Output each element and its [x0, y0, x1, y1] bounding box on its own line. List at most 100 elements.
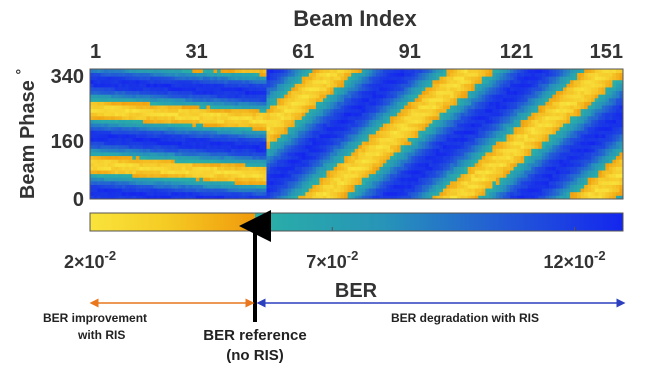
heatmap-cell: [160, 188, 165, 193]
heatmap-cell: [520, 144, 525, 149]
heatmap-cell: [100, 144, 105, 149]
heatmap-cell: [259, 76, 264, 81]
heatmap-cell: [432, 177, 437, 182]
heatmap-cell: [435, 119, 440, 124]
heatmap-cell: [457, 191, 462, 196]
heatmap-cell: [315, 159, 320, 164]
heatmap-cell: [570, 119, 574, 124]
heatmap-cell: [125, 101, 130, 106]
heatmap-cell: [545, 123, 550, 128]
heatmap-cell: [118, 79, 123, 84]
heatmap-cell: [382, 123, 387, 128]
heatmap-cell: [157, 94, 161, 99]
heatmap-cell: [435, 112, 440, 117]
heatmap-cell: [277, 152, 282, 157]
heatmap-cell: [400, 112, 405, 117]
heatmap-cell: [248, 94, 253, 99]
heatmap-cell: [513, 105, 518, 110]
heatmap-cell: [301, 115, 306, 120]
heatmap-cell: [234, 177, 239, 182]
heatmap-cell: [397, 148, 402, 153]
heatmap-cell: [478, 166, 483, 171]
heatmap-cell: [104, 144, 109, 149]
heatmap-cell: [506, 195, 511, 200]
heatmap-cell: [517, 90, 522, 95]
heatmap-cell: [224, 123, 229, 128]
heatmap-cell: [393, 94, 398, 99]
heatmap-cell: [224, 87, 229, 92]
heatmap-cell: [435, 94, 440, 99]
heatmap-cell: [210, 195, 214, 200]
heatmap-cell: [524, 188, 529, 193]
heatmap-cell: [531, 191, 536, 196]
heatmap-cell: [301, 166, 306, 171]
heatmap-cell: [157, 79, 161, 84]
heatmap-cell: [308, 101, 313, 106]
heatmap-cell: [171, 180, 176, 185]
heatmap-cell: [107, 148, 112, 153]
heatmap-cell: [238, 115, 243, 120]
heatmap-cell: [181, 119, 186, 124]
heatmap-cell: [284, 130, 289, 135]
heatmap-cell: [195, 112, 200, 117]
heatmap-cell: [287, 155, 292, 160]
heatmap-cell: [460, 72, 465, 77]
heatmap-cell: [188, 144, 193, 149]
heatmap-cell: [432, 152, 437, 157]
heatmap-cell: [202, 162, 207, 167]
heatmap-cell: [428, 162, 433, 167]
heatmap-cell: [270, 144, 274, 149]
heatmap-cell: [517, 191, 522, 196]
heatmap-cell: [153, 79, 158, 84]
heatmap-cell: [93, 188, 98, 193]
heatmap-cell: [234, 166, 239, 171]
heatmap-cell: [118, 101, 123, 106]
heatmap-cell: [213, 188, 218, 193]
heatmap-cell: [577, 180, 582, 185]
heatmap-cell: [499, 126, 504, 131]
heatmap-cell: [132, 90, 137, 95]
heatmap-cell: [270, 170, 274, 175]
heatmap-cell: [301, 101, 306, 106]
heatmap-cell: [382, 101, 387, 106]
heatmap-cell: [390, 191, 394, 196]
heatmap-cell: [421, 108, 426, 113]
heatmap-cell: [524, 144, 529, 149]
heatmap-cell: [195, 170, 200, 175]
heatmap-cell: [453, 108, 458, 113]
heatmap-cell: [195, 69, 200, 74]
heatmap-cell: [368, 72, 373, 77]
heatmap-cell: [467, 83, 472, 88]
heatmap-cell: [577, 191, 582, 196]
heatmap-cell: [266, 180, 271, 185]
heatmap-cell: [347, 162, 352, 167]
heatmap-cell: [534, 137, 539, 142]
heatmap-cell: [464, 184, 469, 189]
heatmap-cell: [322, 152, 327, 157]
heatmap-cell: [231, 159, 236, 164]
heatmap-cell: [400, 170, 405, 175]
heatmap-cell: [562, 188, 567, 193]
heatmap-cell: [111, 173, 116, 178]
heatmap-cell: [347, 152, 352, 157]
heatmap-cell: [164, 97, 169, 102]
heatmap-cell: [471, 159, 476, 164]
heatmap-cell: [435, 191, 440, 196]
heatmap-cell: [425, 90, 430, 95]
heatmap-cell: [566, 72, 571, 77]
heatmap-cell: [217, 152, 221, 157]
heatmap-cell: [104, 166, 109, 171]
heatmap-cell: [305, 195, 310, 200]
heatmap-cell: [287, 148, 292, 153]
heatmap-cell: [527, 177, 532, 182]
heatmap-cell: [425, 155, 430, 160]
heatmap-cell: [502, 162, 507, 167]
heatmap-cell: [414, 188, 419, 193]
heatmap-cell: [270, 72, 274, 77]
heatmap-cell: [495, 101, 500, 106]
heatmap-cell: [344, 79, 349, 84]
heatmap-cell: [333, 83, 338, 88]
heatmap-cell: [114, 126, 119, 131]
heatmap-cell: [277, 69, 282, 74]
heatmap-cell: [202, 105, 207, 110]
